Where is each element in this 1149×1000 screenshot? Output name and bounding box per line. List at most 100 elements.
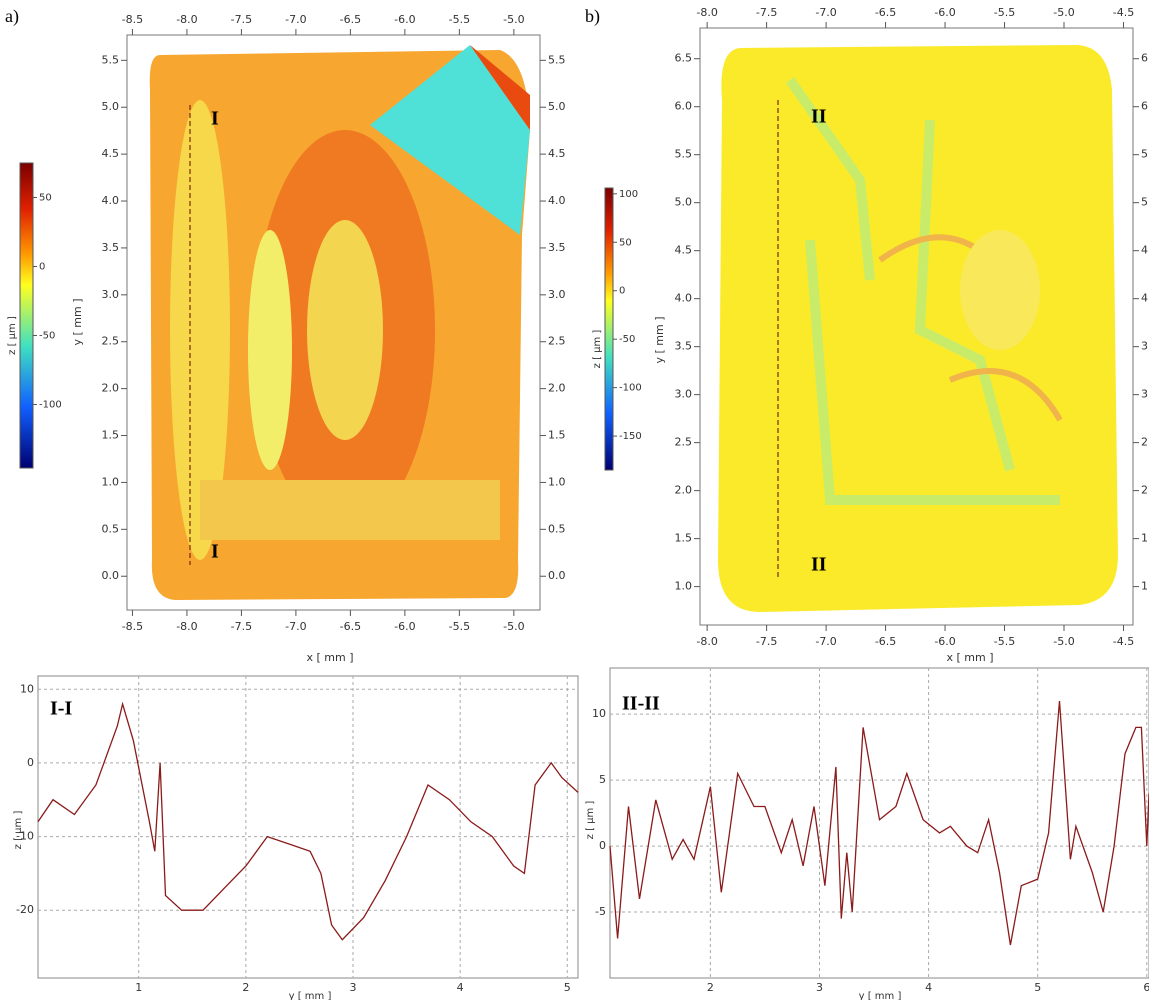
surface-a bbox=[149, 45, 530, 600]
y-tick-label: 4.0 bbox=[102, 194, 120, 207]
y-tick-label: 10 bbox=[592, 707, 606, 720]
y-tick-label: 5.0 bbox=[548, 100, 566, 113]
x-tick-label: -7.0 bbox=[815, 635, 836, 648]
annotation: II bbox=[811, 554, 827, 576]
y-tick-label: 2.0 bbox=[675, 484, 693, 497]
y-tick-label: 0.0 bbox=[548, 569, 566, 582]
y-tick-label: 0.5 bbox=[102, 522, 120, 535]
y-tick-label: 2.5 bbox=[102, 335, 120, 348]
x-tick-label: -8.0 bbox=[176, 620, 197, 633]
profile-line bbox=[609, 700, 1149, 946]
x-tick-label: -6.0 bbox=[934, 6, 955, 19]
y-tick-label: 2.5 bbox=[675, 436, 693, 449]
x-tick-label: -7.5 bbox=[756, 6, 777, 19]
y-tick-label: 5.0 bbox=[1141, 196, 1149, 209]
x-tick-label: -7.5 bbox=[231, 620, 252, 633]
y-axis-label: z [ µm ] bbox=[13, 811, 24, 850]
colorbar-tick-label: -100 bbox=[619, 383, 642, 394]
x-tick-label: -6.0 bbox=[934, 635, 955, 648]
x-tick-label: -8.5 bbox=[122, 13, 143, 26]
colorbar-tick-label: 50 bbox=[39, 193, 52, 204]
x-tick-label: -7.0 bbox=[285, 13, 306, 26]
annotation: II bbox=[811, 106, 827, 128]
y-tick-label: 4.0 bbox=[675, 292, 693, 305]
x-tick-label: -8.0 bbox=[696, 6, 717, 19]
y-tick-label: 4.5 bbox=[675, 244, 693, 257]
x-tick-label: -7.0 bbox=[285, 620, 306, 633]
y-tick-label: 3.5 bbox=[1141, 340, 1149, 353]
x-tick-label: 5 bbox=[564, 981, 571, 994]
panel-label: a) bbox=[5, 6, 19, 27]
y-tick-label: 3.0 bbox=[675, 388, 693, 401]
x-tick-label: 2 bbox=[242, 981, 249, 994]
y-tick-label: 0 bbox=[599, 839, 606, 852]
colorbar bbox=[604, 187, 614, 471]
y-tick-label: 1.0 bbox=[548, 475, 566, 488]
y-tick-label: 5.5 bbox=[102, 53, 120, 66]
y-tick-label: 1.5 bbox=[102, 429, 120, 442]
y-tick-label: 5 bbox=[599, 773, 606, 786]
colorbar-tick-label: 0 bbox=[39, 262, 45, 273]
y-tick-label: 4.0 bbox=[1141, 292, 1149, 305]
x-tick-label: -7.0 bbox=[815, 6, 836, 19]
y-tick-label: 1.0 bbox=[675, 580, 693, 593]
x-tick-label: 1 bbox=[135, 981, 142, 994]
x-tick-label: 6 bbox=[1143, 981, 1149, 994]
surface-b bbox=[718, 45, 1118, 612]
y-tick-label: 1.0 bbox=[1141, 580, 1149, 593]
colorbar-label: z [ µm ] bbox=[7, 316, 18, 355]
x-tick-label: -5.5 bbox=[449, 13, 470, 26]
chart-title: II-II bbox=[622, 693, 660, 715]
y-tick-label: 2.0 bbox=[1141, 484, 1149, 497]
x-tick-label: 4 bbox=[925, 981, 932, 994]
y-tick-label: 3.5 bbox=[675, 340, 693, 353]
x-tick-label: -6.5 bbox=[340, 13, 361, 26]
x-tick-label: -8.5 bbox=[122, 620, 143, 633]
x-tick-label: -8.0 bbox=[696, 635, 717, 648]
x-tick-label: -5.0 bbox=[503, 620, 524, 633]
y-tick-label: 5.0 bbox=[675, 196, 693, 209]
y-tick-label: 5.5 bbox=[548, 53, 566, 66]
y-tick-label: 4.0 bbox=[548, 194, 566, 207]
y-tick-label: 3.0 bbox=[102, 288, 120, 301]
x-tick-label: -5.0 bbox=[1053, 635, 1074, 648]
y-tick-label: 4.5 bbox=[102, 147, 120, 160]
annotation: I bbox=[211, 108, 219, 130]
x-axis-label: x [ mm ] bbox=[306, 651, 353, 664]
colorbar-tick-label: 0 bbox=[619, 286, 625, 297]
colorbar bbox=[19, 162, 34, 469]
y-tick-label: 4.5 bbox=[548, 147, 566, 160]
x-tick-label: -4.5 bbox=[1113, 6, 1134, 19]
y-tick-label: 6.0 bbox=[1141, 100, 1149, 113]
y-tick-label: -5 bbox=[595, 905, 606, 918]
y-tick-label: 1.5 bbox=[548, 429, 566, 442]
plot-frame bbox=[126, 34, 541, 611]
y-tick-label: 3.0 bbox=[548, 288, 566, 301]
chart-title: I-I bbox=[50, 698, 72, 720]
x-tick-label: -5.0 bbox=[503, 13, 524, 26]
x-tick-label: 3 bbox=[350, 981, 357, 994]
x-tick-label: 5 bbox=[1034, 981, 1041, 994]
x-tick-label: -6.5 bbox=[875, 635, 896, 648]
x-tick-label: -6.0 bbox=[394, 620, 415, 633]
x-tick-label: -8.0 bbox=[176, 13, 197, 26]
colorbar-tick-label: -150 bbox=[619, 431, 642, 442]
x-axis-label: y [ mm ] bbox=[289, 991, 332, 1000]
colorbar-tick-label: -100 bbox=[39, 400, 62, 411]
x-tick-label: -6.0 bbox=[394, 13, 415, 26]
y-tick-label: 2.5 bbox=[1141, 436, 1149, 449]
y-tick-label: 0 bbox=[27, 756, 34, 769]
y-axis-label: z [ µm ] bbox=[585, 801, 596, 840]
y-tick-label: 10 bbox=[20, 682, 34, 695]
annotation: I bbox=[211, 541, 219, 563]
x-tick-label: 3 bbox=[816, 981, 823, 994]
x-tick-label: -6.5 bbox=[340, 620, 361, 633]
x-tick-label: 2 bbox=[707, 981, 714, 994]
y-tick-label: 4.5 bbox=[1141, 244, 1149, 257]
x-tick-label: -5.0 bbox=[1053, 6, 1074, 19]
x-tick-label: -7.5 bbox=[231, 13, 252, 26]
x-tick-label: -5.5 bbox=[994, 635, 1015, 648]
y-axis-label: y [ mm ] bbox=[71, 298, 84, 345]
y-tick-label: 3.0 bbox=[1141, 388, 1149, 401]
y-tick-label: 6.5 bbox=[1141, 52, 1149, 65]
